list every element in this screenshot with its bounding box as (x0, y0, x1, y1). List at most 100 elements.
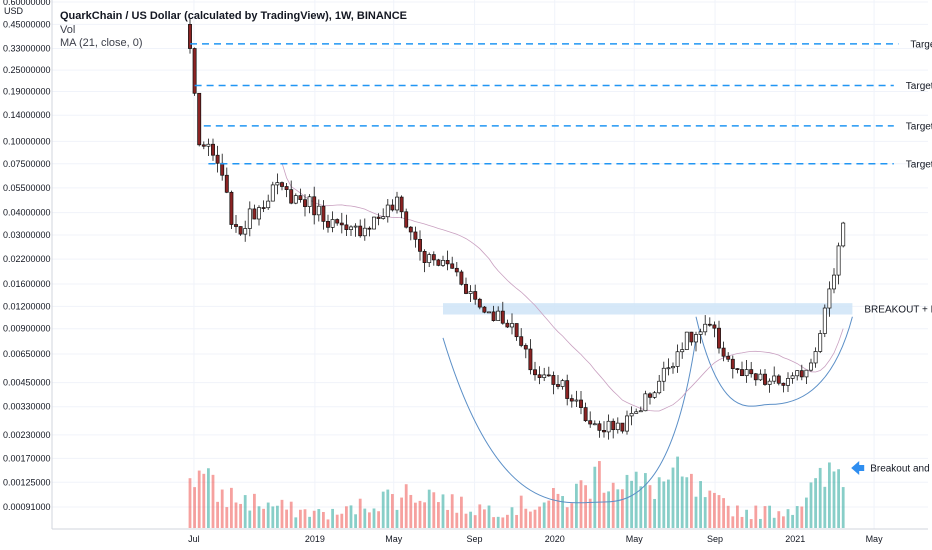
volume-bar (248, 510, 252, 528)
x-tick-label: Sep (467, 534, 483, 544)
candle (372, 216, 376, 230)
volume-bar (552, 487, 555, 528)
volume-bar (588, 498, 592, 528)
candle (657, 374, 662, 395)
volume-bar (814, 478, 817, 528)
volume-bar (450, 494, 454, 528)
candle (818, 330, 823, 354)
candle (450, 256, 455, 269)
volume-bar (345, 506, 348, 528)
volume-bar (492, 517, 495, 528)
volume-bar (312, 510, 316, 528)
candle (441, 255, 445, 267)
candle (703, 315, 708, 336)
volume-bar (713, 492, 716, 528)
y-tick-label: 0.00330000 (3, 402, 51, 412)
volume-bar (469, 511, 472, 528)
candle (569, 394, 574, 408)
candle (749, 361, 754, 378)
candle (776, 374, 781, 386)
candle (385, 198, 390, 223)
candles (188, 18, 846, 440)
candle (588, 411, 593, 428)
candle (289, 180, 294, 205)
volume-bar (694, 496, 698, 528)
x-tick-label: May (866, 534, 884, 544)
volume-bar (644, 473, 647, 528)
candle (753, 372, 758, 386)
y-tick-label: 0.00450000 (3, 378, 51, 388)
candle (799, 364, 804, 381)
volume-bar (455, 512, 459, 528)
volume-bar (202, 473, 206, 528)
candle (201, 141, 206, 150)
candle (813, 347, 818, 368)
grid (52, 0, 928, 529)
candle (615, 417, 620, 434)
y-tick-label: 0.00650000 (3, 349, 51, 359)
volume-bar (791, 514, 794, 528)
x-axis: Jul2019MaySep2020MaySep2021MaySep2022May (52, 528, 928, 544)
volume-bar (225, 507, 229, 528)
chart-title: QuarkChain / US Dollar (calculated by Tr… (60, 10, 407, 22)
candle (652, 391, 657, 399)
volume-bars (188, 456, 845, 528)
volume-bar (690, 473, 693, 528)
y-tick-label: 0.00900000 (3, 324, 51, 334)
volume-bar (538, 506, 541, 528)
target-label: Target 2 (906, 121, 932, 132)
volume-bar (533, 509, 537, 528)
candle (740, 361, 744, 377)
volume-bar (722, 498, 725, 528)
candle (395, 191, 399, 214)
candle (257, 205, 261, 226)
candle (620, 422, 625, 434)
volume-bar (565, 507, 569, 528)
arrow-left-icon (851, 461, 865, 475)
volume-bar (763, 506, 767, 528)
volume-bar (335, 514, 339, 528)
candle (836, 242, 841, 285)
candle (523, 343, 528, 359)
volume-bar (211, 474, 215, 528)
candle (197, 92, 202, 147)
candle (767, 378, 772, 393)
candle (234, 214, 238, 233)
candle (611, 418, 616, 439)
volume-bar (377, 511, 380, 528)
volume-bar (220, 489, 224, 528)
volume-bar (529, 511, 532, 528)
candle (431, 251, 436, 266)
y-tick-label: 0.33000000 (3, 44, 51, 54)
candle (496, 306, 501, 321)
volume-bar (745, 509, 748, 528)
volume-bar (340, 513, 344, 528)
volume-bar (782, 516, 785, 528)
volume-bar (759, 518, 762, 528)
volume-bar (427, 489, 431, 528)
candle (468, 285, 473, 302)
target-label: Target 4 (910, 39, 932, 50)
candle (781, 382, 786, 393)
y-tick-label: 0.01600000 (3, 279, 51, 289)
candle (422, 249, 427, 273)
pattern-arcs (442, 316, 853, 504)
x-tick-label: Sep (707, 534, 723, 544)
volume-bar (579, 480, 583, 528)
volume-bar (726, 505, 730, 528)
candle (436, 258, 441, 267)
candle (675, 344, 680, 373)
candle (362, 218, 367, 241)
candle (694, 331, 698, 352)
candle (399, 195, 404, 219)
volume-bar (358, 498, 362, 528)
candle (707, 317, 712, 327)
ma-line (281, 162, 844, 412)
candle (684, 331, 689, 351)
volume-bar (473, 515, 477, 528)
candle (353, 223, 358, 237)
volume-bar (602, 492, 606, 528)
candle (671, 362, 675, 374)
